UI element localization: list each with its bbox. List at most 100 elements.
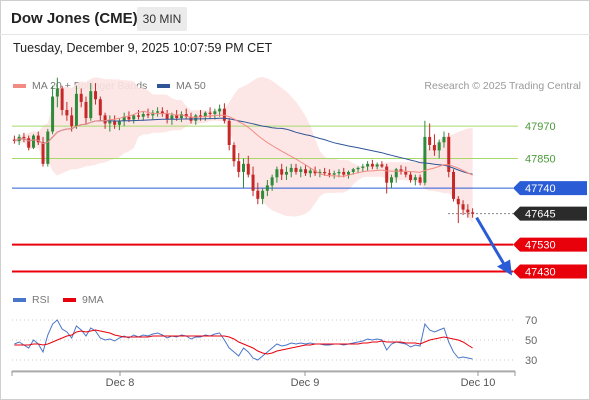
candle-body [313,170,317,174]
candle-body [55,88,59,97]
candle-body [385,166,389,183]
candle-body [46,131,50,164]
candle-body [84,101,88,119]
candle-body [251,174,255,191]
candle-body [347,171,351,175]
candle-body [227,120,231,145]
header-divider [0,34,590,35]
candle-body [437,142,441,151]
candle-body [394,169,398,178]
candle-body [31,135,35,148]
candle-body [36,135,40,143]
candle-body [41,142,45,164]
candle-body [327,173,331,175]
9ma-swatch [63,298,76,302]
candle-body [89,91,93,119]
candle-body [132,115,136,120]
bollinger-band [14,77,473,223]
ma50-swatch [157,84,170,88]
candle-body [289,167,293,172]
candle-body [65,110,69,116]
candle-body [413,177,417,180]
candle-body [127,116,131,120]
candle-body [265,185,269,191]
candle-body [423,136,427,183]
legend-9ma: 9MA [63,294,104,306]
candle-body [79,93,83,102]
candle-body [380,164,384,167]
candle-body [94,91,98,100]
candle-body [74,93,78,127]
level-label-47645: 47645 [525,209,556,221]
candle-body [175,115,179,119]
candle-body [399,169,403,172]
candle-body [294,167,298,172]
candle-body [108,120,112,124]
candle-body [27,138,31,148]
forecast-arrowhead [497,259,512,276]
candle-body [318,171,322,174]
candle-body [409,174,413,180]
candle-body [299,169,303,172]
level-label-47970: 47970 [525,121,556,133]
candle-body [404,171,408,175]
legend-9ma-label: 9MA [82,294,104,306]
candle-body [246,163,250,175]
candle-body [418,177,422,183]
candle-body [351,169,355,172]
x-tick-label: Dec 10 [461,377,496,389]
rsi-tick-30: 30 [525,355,537,367]
legend-rsi: RSI [13,294,50,306]
candle-body [156,111,160,113]
candle-body [461,204,465,210]
rsi-tick-50: 50 [525,335,537,347]
candle-body [323,171,327,174]
x-tick-label: Dec 8 [106,377,135,389]
legend-ma50: MA 50 [157,80,206,92]
level-label-47430: 47430 [525,267,556,279]
candle-body [199,115,203,117]
candle-body [70,115,74,127]
candle-body [466,209,470,213]
candle-body [366,163,370,167]
candle-body [270,177,274,186]
candle-body [332,173,336,175]
candle-body [194,115,198,121]
credit-text: Research © 2025 Trading Central [424,80,581,92]
candle-body [342,171,346,175]
candle-body [22,136,26,139]
ma20-line [14,110,473,177]
candle-body [146,114,150,116]
candle-body [275,169,279,178]
candle-body [12,139,16,141]
candle-body [160,111,164,115]
candle-body [452,171,456,199]
level-tag-47430 [513,264,587,279]
candle-body [122,116,126,121]
candle-body [261,190,265,199]
candle-body [242,163,245,172]
candle-body [370,163,374,167]
candle-body [389,177,393,183]
candle-body [141,114,145,117]
timeframe-button[interactable]: 30 MIN [137,7,187,31]
level-tag-47740 [513,181,587,196]
candle-body [98,99,102,116]
candle-body [170,115,174,120]
candle-body [184,114,188,117]
candle-body [256,190,260,199]
datetime-label: Tuesday, December 9, 2025 10:07:59 PM CE… [13,41,273,55]
candle-body [232,145,236,162]
candle-body [103,115,107,124]
candle-body [428,136,432,145]
instrument-title: Dow Jones (CME) [11,10,138,27]
candle-body [136,115,140,117]
rsi-series-9ma [14,329,473,355]
candle-body [337,171,341,174]
x-tick-label: Dec 9 [291,377,320,389]
candle-body [284,171,288,175]
rsi-series-rsi [14,319,473,361]
legend-rsi-label: RSI [32,294,50,306]
candle-body [375,164,379,167]
